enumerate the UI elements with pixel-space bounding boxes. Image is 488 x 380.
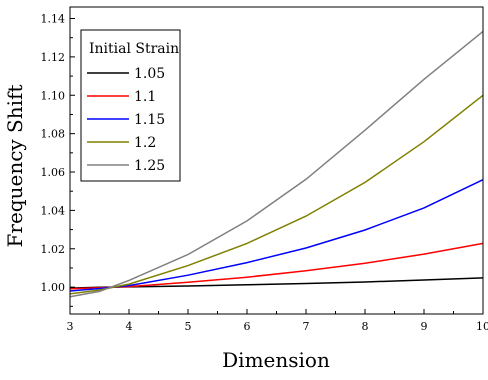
y-tick-label: 1.00 <box>41 281 66 294</box>
legend-title: Initial Strain <box>89 41 179 57</box>
x-axis-title: Dimension <box>222 348 330 372</box>
y-tick-label: 1.10 <box>41 89 66 102</box>
series-line-1-1 <box>70 243 483 288</box>
y-tick-label: 1.04 <box>41 204 66 217</box>
x-tick-label: 8 <box>362 320 369 333</box>
x-tick-label: 4 <box>126 320 133 333</box>
legend-label-1-05: 1.05 <box>134 66 165 82</box>
legend-label-1-25: 1.25 <box>134 158 165 174</box>
legend-label-1-15: 1.15 <box>134 112 165 128</box>
y-tick-label: 1.12 <box>41 51 66 64</box>
x-tick-label: 7 <box>303 320 310 333</box>
y-tick-label: 1.02 <box>41 243 66 256</box>
y-tick-label: 1.08 <box>41 128 66 141</box>
x-tick-label: 9 <box>421 320 428 333</box>
y-tick-label: 1.14 <box>41 13 66 26</box>
legend: Initial Strain 1.05 1.1 1.15 1.2 1.25 <box>81 30 180 181</box>
x-tick-label: 5 <box>185 320 192 333</box>
x-tick-label: 6 <box>244 320 251 333</box>
y-axis-title: Frequency Shift <box>3 85 27 248</box>
legend-label-1-2: 1.2 <box>134 135 156 151</box>
legend-label-1-1: 1.1 <box>134 89 156 105</box>
x-tick-label: 3 <box>67 320 74 333</box>
y-tick-label: 1.06 <box>41 166 66 179</box>
x-tick-label: 10 <box>476 320 488 333</box>
